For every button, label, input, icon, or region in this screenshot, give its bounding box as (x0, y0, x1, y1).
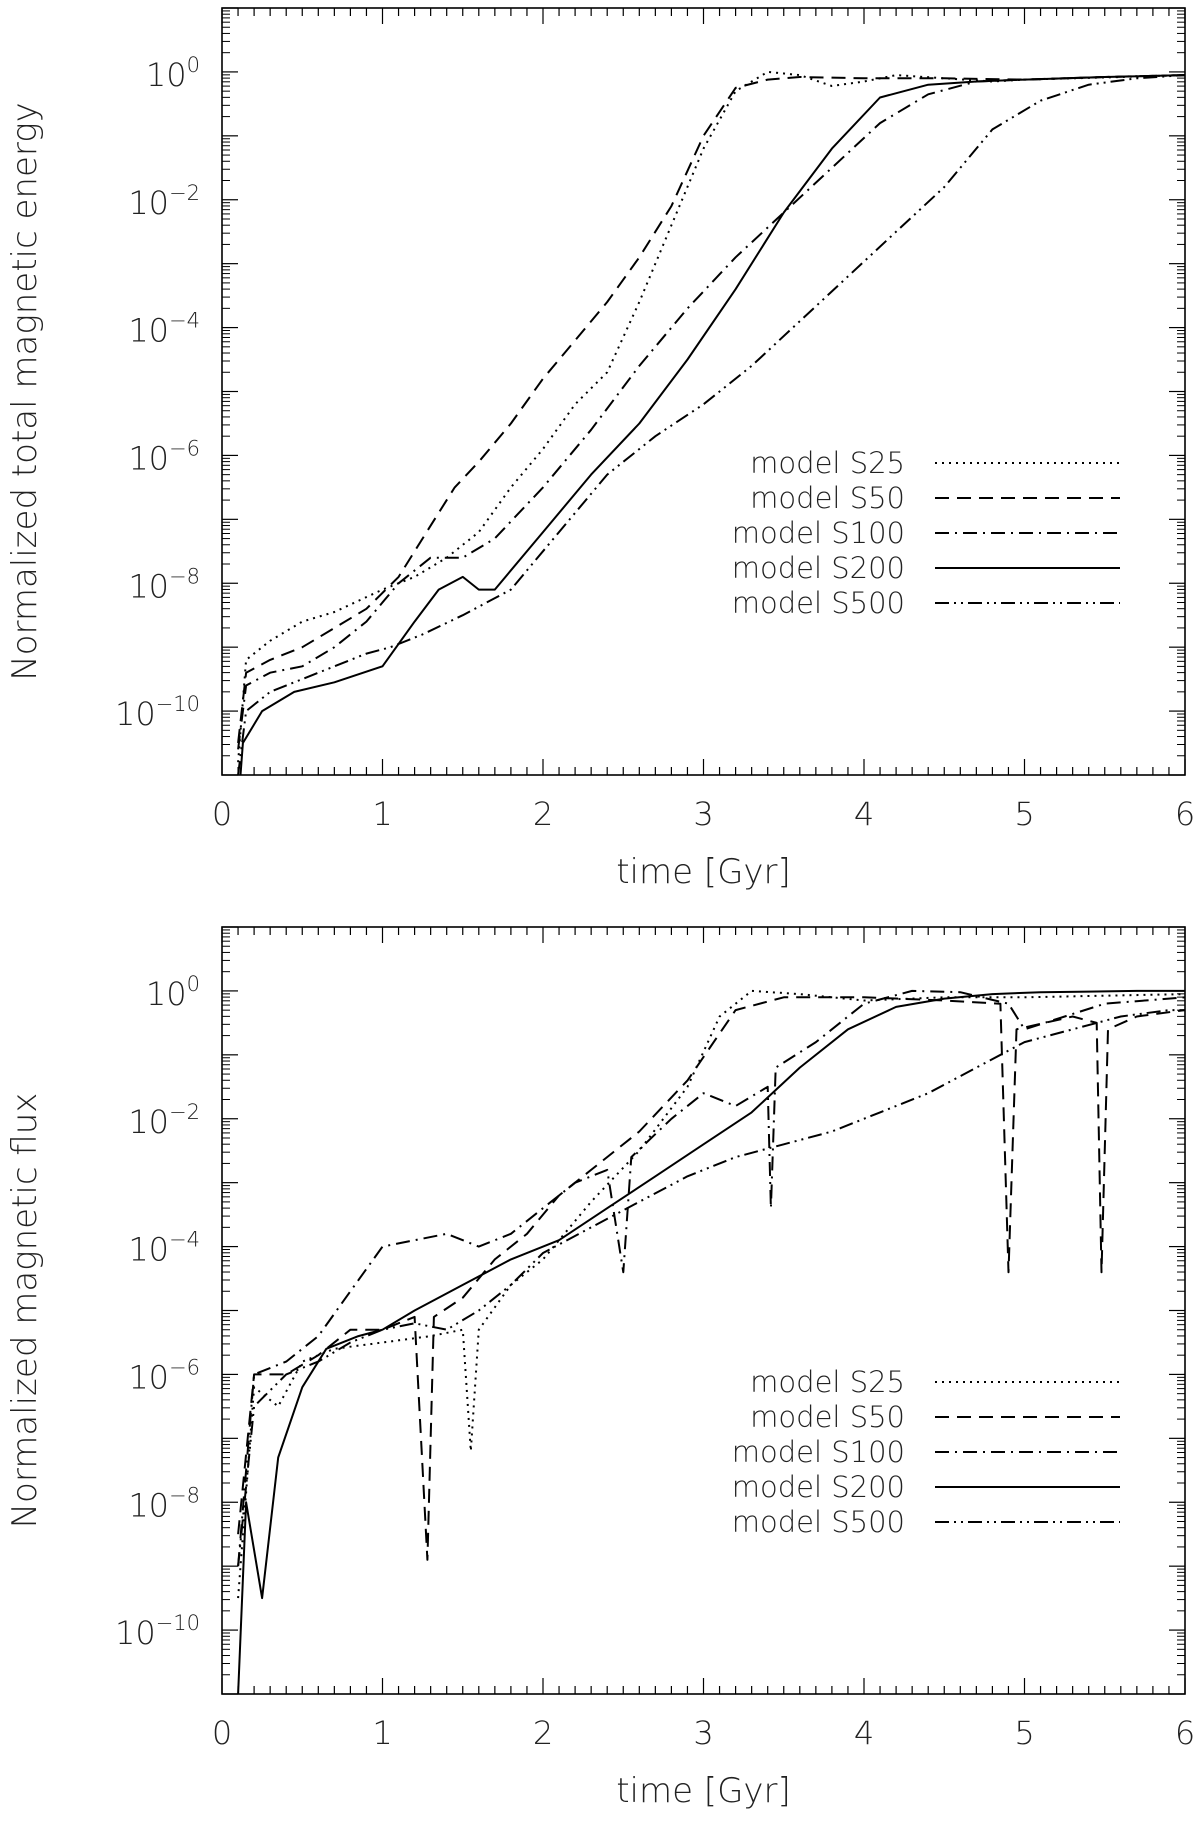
plot-frame (221, 7, 1186, 776)
legend-label: model S25 (750, 1365, 905, 1399)
series-line-model-s25 (237, 70, 1185, 763)
x-tick-label: 6 (1175, 1714, 1195, 1752)
x-tick-label: 4 (854, 1714, 874, 1752)
y-tick-label: 100 (146, 53, 200, 94)
series-line-model-s200 (237, 989, 1185, 1694)
legend-label: model S50 (750, 1400, 905, 1434)
x-tick-label: 2 (533, 795, 553, 833)
x-tick-label: 5 (1014, 1714, 1034, 1752)
legend-label: model S100 (732, 1435, 905, 1469)
chart-panel-1: 0 1 2 3 4 5 6 10−10 10−8 10−6 10−4 10−2 100 time [Gyr… (5, 7, 1195, 892)
x-tick-label: 1 (372, 1714, 392, 1752)
series-line-model-s100 (237, 74, 1185, 750)
x-tick-label: 5 (1014, 795, 1034, 833)
y-tick-label: 10−10 (115, 1611, 200, 1652)
legend-label: model S50 (750, 481, 905, 515)
y-axis-title: Normalized magnetic flux (5, 1093, 45, 1529)
y-axis-title: Normalized total magnetic energy (5, 102, 45, 681)
x-tick-label: 0 (212, 795, 232, 833)
x-tick-label: 3 (693, 795, 713, 833)
series-line-model-s50 (237, 996, 1185, 1561)
y-tick-label: 10−6 (128, 1355, 200, 1396)
x-tick-label: 1 (372, 795, 392, 833)
legend-label: model S100 (732, 516, 905, 550)
y-tick-label: 10−8 (128, 1483, 200, 1524)
legend-label: model S25 (750, 446, 905, 480)
x-tick-label: 6 (1175, 795, 1195, 833)
y-tick-label: 100 (146, 972, 200, 1013)
series-line-model-s25 (237, 989, 1185, 1599)
x-axis-title: time [Gyr] (616, 852, 791, 892)
legend-label: model S500 (732, 1505, 905, 1539)
legend-label: model S200 (732, 551, 905, 585)
legend-label: model S500 (732, 586, 905, 620)
series-line-model-s50 (237, 74, 1185, 744)
y-tick-label: 10−2 (128, 181, 200, 222)
y-tick-label: 10−4 (128, 1228, 200, 1269)
x-axis-title: time [Gyr] (616, 1771, 791, 1811)
series-line-model-s500 (237, 1009, 1185, 1567)
series-line-model-s100 (237, 989, 1185, 1567)
series-line-model-s200 (239, 74, 1185, 775)
x-tick-label: 4 (854, 795, 874, 833)
x-tick-label: 0 (212, 1714, 232, 1752)
y-tick-label: 10−4 (128, 309, 200, 350)
y-tick-label: 10−6 (128, 436, 200, 477)
y-tick-label: 10−10 (115, 692, 200, 733)
y-tick-label: 10−2 (128, 1100, 200, 1141)
series-line-model-s500 (237, 74, 1185, 775)
legend-label: model S200 (732, 1470, 905, 1504)
x-tick-label: 3 (693, 1714, 713, 1752)
x-tick-label: 2 (533, 1714, 553, 1752)
y-tick-label: 10−8 (128, 564, 200, 605)
chart-panel-2: 0 1 2 3 4 5 6 10−10 10−8 10−6 10−4 10−2 100 time [Gyr… (5, 926, 1195, 1811)
plot-frame (221, 926, 1186, 1695)
